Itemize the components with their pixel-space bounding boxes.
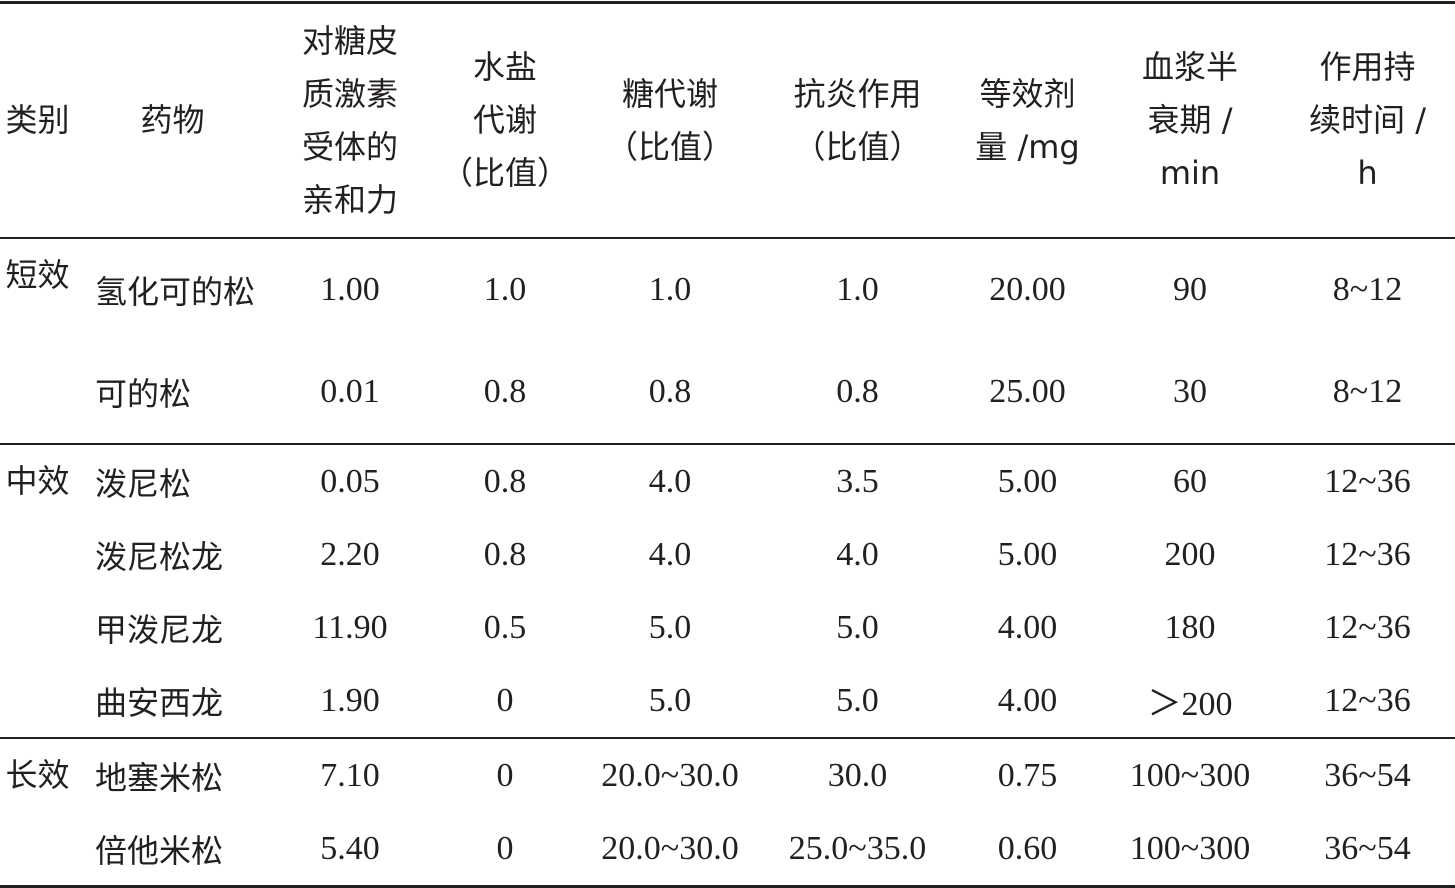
value-cell: 90 [1173,271,1207,308]
value-cell: 0.05 [320,462,380,500]
value-cell: 1.0 [836,271,879,308]
header-cell: 药物 [75,1,270,239]
drug-cell: 泼尼松 [95,464,192,503]
drug-cell: 泼尼松龙 [95,537,224,576]
drug-cell: 可的松 [95,375,192,413]
table-row: 短效 氢化可的松 1.00 1.0 1.0 1.0 20.00 90 8~12 [0,238,1455,341]
header-cell: 血浆半 衰期 / min [1100,1,1280,239]
value-cell: 100~300 [1129,829,1251,867]
header-row: 类别 药物 对糖皮 质激素 受体的 亲和力 水盐 代谢 （比值） 糖代谢 （比值） 抗炎作… [0,1,1455,239]
table-row: 可的松 0.01 0.8 0.8 0.8 25.00 30 8~12 [0,341,1455,444]
value-cell: 0.01 [320,373,380,410]
value-cell: 0 [496,829,514,867]
value-cell: 60 [1173,462,1207,500]
value-cell: 12~36 [1324,681,1411,719]
header-cell: 水盐 代谢 （比值） [430,1,580,239]
value-cell: 4.0 [836,535,879,573]
drug-cell: 地塞米松 [95,758,224,797]
header-cell: 抗炎作用 （比值） [760,1,955,239]
row-group: 中效 泼尼松 0.05 0.8 4.0 3.5 5.00 60 12~36 泼尼松龙 2.20 0.8… [0,444,1455,738]
value-cell: 5.0 [648,681,692,719]
header-cell: 类别 [0,1,75,239]
value-cell: 12~36 [1324,462,1411,500]
value-cell: 5.40 [320,829,380,867]
table-row: 泼尼松龙 2.20 0.8 4.0 4.0 5.00 200 12~36 [0,518,1455,591]
table-row: 甲泼尼龙 11.90 0.5 5.0 5.0 4.00 180 12~36 [0,591,1455,664]
value-cell: 0.60 [997,829,1058,867]
value-cell: 1.00 [320,271,380,308]
value-cell: 4.0 [648,535,692,573]
value-cell: 0.5 [483,608,527,646]
value-cell: 0.8 [836,373,879,410]
table-row: 倍他米松 5.40 0 20.0~30.0 25.0~35.0 0.60 100~300 36… [0,812,1455,887]
value-cell: 100~300 [1129,756,1251,794]
value-cell: 4.0 [648,462,692,500]
drug-cell: 倍他米松 [95,831,224,870]
value-cell: 36~54 [1324,756,1411,794]
value-cell: 0.8 [483,535,527,573]
value-cell: 12~36 [1324,608,1411,646]
value-cell: ＞200 [1147,686,1233,723]
header-cell: 对糖皮 质激素 受体的 亲和力 [270,1,430,239]
value-cell: 7.10 [320,756,380,794]
drug-cell: 甲泼尼龙 [95,610,224,649]
value-cell: 0 [496,756,514,794]
drug-cell: 氢化可的松 [95,273,256,311]
table-row: 中效 泼尼松 0.05 0.8 4.0 3.5 5.00 60 12~36 [0,444,1455,518]
value-cell: 8~12 [1332,271,1403,308]
header-cell: 等效剂 量 /mg [955,1,1100,239]
value-cell: 20.00 [989,271,1066,308]
value-cell: 5.0 [836,681,879,719]
value-cell: 25.0~35.0 [788,829,927,867]
value-cell: 0.8 [648,373,692,410]
value-cell: 4.00 [997,681,1058,719]
value-cell: 5.00 [997,462,1058,500]
value-cell: 30 [1173,373,1207,410]
value-cell: 0.8 [483,462,527,500]
table-row: 曲安西龙 1.90 0 5.0 5.0 4.00 ＞200 12~36 [0,664,1455,738]
header-cell: 糖代谢 （比值） [580,1,760,239]
value-cell: 5.0 [648,608,692,646]
value-cell: 0.8 [483,373,527,410]
value-cell: 200 [1164,535,1216,573]
header-cell: 作用持 续时间 / h [1280,1,1455,239]
value-cell: 180 [1164,608,1216,646]
value-cell: 36~54 [1324,829,1411,867]
value-cell: 2.20 [320,535,380,573]
value-cell: 5.0 [836,608,879,646]
value-cell: 25.00 [989,373,1066,410]
category-cell: 长效 [5,756,70,794]
value-cell: 11.90 [312,608,388,646]
value-cell: 30.0 [827,756,888,794]
drug-cell: 曲安西龙 [95,683,224,722]
value-cell: 20.0~30.0 [601,756,739,794]
value-cell: 1.90 [320,681,380,719]
category-cell: 短效 [5,256,70,294]
value-cell: 4.00 [997,608,1058,646]
value-cell: 20.0~30.0 [601,829,739,867]
value-cell: 8~12 [1332,373,1403,410]
table-row: 长效 地塞米松 7.10 0 20.0~30.0 30.0 0.75 100~300 36~54 [0,738,1455,812]
value-cell: 5.00 [997,535,1058,573]
value-cell: 3.5 [836,462,879,500]
value-cell: 0.75 [997,756,1058,794]
value-cell: 1.0 [483,271,527,308]
category-cell: 中效 [5,462,70,500]
value-cell: 0 [496,681,514,719]
row-group: 短效 氢化可的松 1.00 1.0 1.0 1.0 20.00 90 8~12 可的松 0.01 0.… [0,238,1455,444]
row-group: 长效 地塞米松 7.10 0 20.0~30.0 30.0 0.75 100~300 36~54… [0,738,1455,887]
value-cell: 1.0 [648,271,692,308]
value-cell: 12~36 [1324,535,1411,573]
